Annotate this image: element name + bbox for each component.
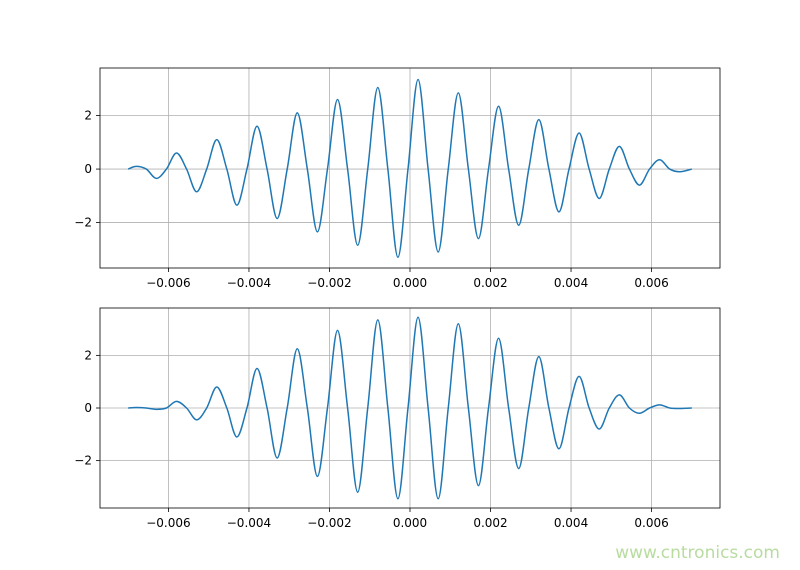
- x-tick-label: −0.004: [227, 276, 271, 290]
- x-tick-label: 0.004: [554, 516, 588, 530]
- plot-frame: [99, 67, 721, 269]
- x-tick-label: −0.004: [227, 516, 271, 530]
- x-tick-label: −0.006: [146, 516, 190, 530]
- x-tick-label: −0.002: [307, 276, 351, 290]
- plot-frame: [99, 307, 721, 509]
- x-tick-label: 0.000: [393, 276, 427, 290]
- x-tick-label: −0.002: [307, 516, 351, 530]
- x-tick-label: 0.006: [634, 276, 668, 290]
- x-tick-label: 0.002: [473, 516, 507, 530]
- x-tick-label: −0.006: [146, 276, 190, 290]
- y-tick-label: 2: [84, 348, 92, 362]
- watermark: www.cntronics.com: [615, 543, 780, 563]
- y-tick-label: 0: [84, 401, 92, 415]
- y-tick-label: 0: [84, 162, 92, 176]
- y-tick-label: −2: [74, 216, 92, 230]
- line: [127, 78, 692, 259]
- x-tick-label: 0.002: [473, 276, 507, 290]
- x-tick-label: 0.000: [393, 516, 427, 530]
- x-tick-label: 0.004: [554, 276, 588, 290]
- line: [128, 316, 692, 500]
- x-tick-label: 0.006: [634, 516, 668, 530]
- y-tick-label: 2: [84, 109, 92, 123]
- y-tick-label: −2: [74, 454, 92, 468]
